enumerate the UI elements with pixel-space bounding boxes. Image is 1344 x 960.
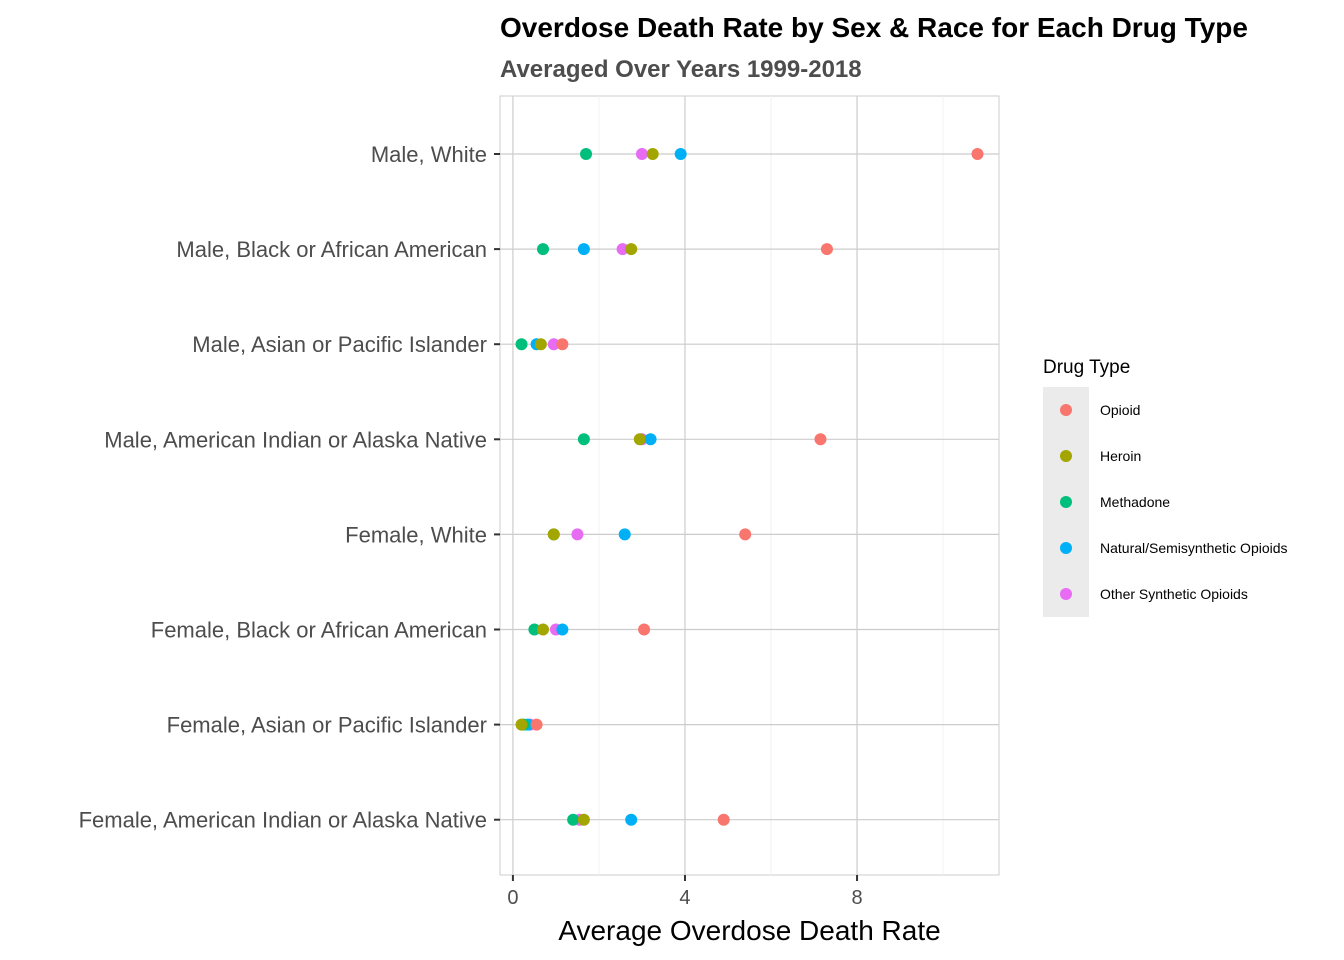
x-tick-label: 0 xyxy=(507,887,518,909)
legend-key xyxy=(1060,588,1072,600)
legend-key xyxy=(1060,450,1072,462)
legend-label: Natural/Semisynthetic Opioids xyxy=(1100,540,1288,556)
data-point xyxy=(633,433,646,446)
data-point xyxy=(814,433,827,446)
data-point xyxy=(739,528,752,541)
data-point xyxy=(556,338,569,351)
y-tick-label: Male, Asian or Pacific Islander xyxy=(192,332,487,357)
chart-title: Overdose Death Rate by Sex & Race for Ea… xyxy=(500,12,1248,43)
y-tick-label: Female, American Indian or Alaska Native xyxy=(79,808,487,833)
legend-key xyxy=(1060,496,1072,508)
data-point xyxy=(618,528,631,541)
y-tick-label: Male, White xyxy=(371,142,487,167)
legend-key xyxy=(1060,542,1072,554)
x-tick-label: 8 xyxy=(851,887,862,909)
data-point xyxy=(625,813,638,826)
data-point xyxy=(567,813,580,826)
data-point xyxy=(537,243,550,256)
data-point xyxy=(547,338,560,351)
y-tick-label: Male, Black or African American xyxy=(176,237,487,262)
data-point xyxy=(547,528,560,541)
data-point xyxy=(644,433,657,446)
data-point xyxy=(635,148,648,160)
data-point xyxy=(971,148,984,160)
data-points xyxy=(515,148,984,826)
data-point xyxy=(528,623,541,636)
legend-title: Drug Type xyxy=(1043,357,1130,378)
data-point xyxy=(820,243,833,256)
data-point xyxy=(537,623,550,636)
legend: Drug Type Opioid Heroin Methadone Natural/S… xyxy=(1043,357,1288,617)
data-point xyxy=(625,243,638,256)
data-point xyxy=(530,718,543,731)
data-point xyxy=(515,338,528,351)
data-point xyxy=(580,148,593,160)
plot-panel xyxy=(499,95,1000,876)
data-point xyxy=(571,528,584,541)
data-point xyxy=(638,623,651,636)
data-point xyxy=(577,243,590,256)
y-tick-label: Female, Black or African American xyxy=(151,618,487,643)
x-tick-label: 4 xyxy=(679,887,690,909)
data-point xyxy=(556,623,569,636)
y-tick-label: Male, American Indian or Alaska Native xyxy=(104,427,487,452)
legend-label: Other Synthetic Opioids xyxy=(1100,586,1248,602)
legend-label: Opioid xyxy=(1100,402,1140,418)
legend-label: Methadone xyxy=(1100,494,1170,510)
data-point xyxy=(646,148,659,160)
data-point xyxy=(534,338,547,351)
x-axis-label: Average Overdose Death Rate xyxy=(558,915,940,946)
data-point xyxy=(616,243,629,256)
y-axis: Male, White Male, Black or African Americ… xyxy=(79,142,500,833)
data-point xyxy=(674,148,687,160)
y-tick-label: Female, Asian or Pacific Islander xyxy=(167,713,487,738)
chart-subtitle: Averaged Over Years 1999-2018 xyxy=(500,56,862,83)
legend-label: Heroin xyxy=(1100,448,1141,464)
data-point xyxy=(577,433,590,446)
data-point xyxy=(717,813,730,826)
x-axis: 0 4 8 xyxy=(507,875,863,909)
legend-key xyxy=(1060,404,1072,416)
y-tick-label: Female, White xyxy=(345,522,487,547)
data-point xyxy=(515,718,528,731)
data-point xyxy=(577,813,590,826)
